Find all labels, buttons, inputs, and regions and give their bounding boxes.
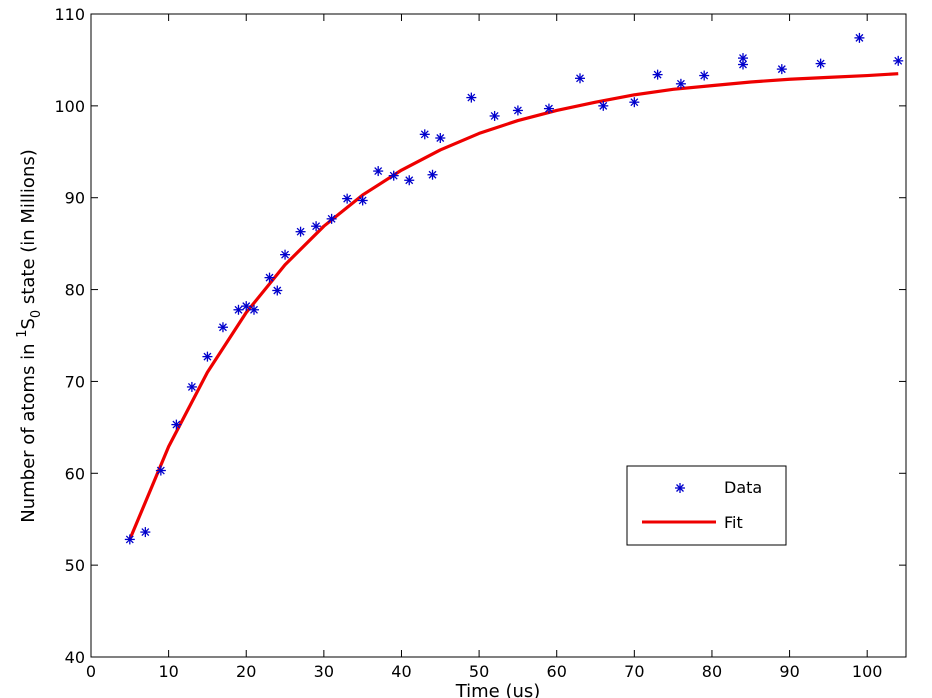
x-tick-label: 50 [469,662,489,681]
data-point [342,193,353,204]
legend-data-label: Data [724,478,762,497]
data-series [124,32,904,545]
data-point [435,133,446,144]
data-point [264,272,275,283]
fit-series [128,72,899,541]
legend: Data Fit [626,465,787,546]
data-point [217,322,228,333]
data-point [738,53,748,64]
y-tick-label: 70 [65,372,85,391]
data-point [124,534,135,545]
data-point [815,58,826,69]
data-point [738,59,748,70]
data-point [326,213,337,224]
data-point [427,169,438,180]
data-point [629,97,640,108]
data-point [512,105,523,116]
data-point [893,55,904,66]
data-point [357,195,368,206]
data-point [388,170,399,181]
data-point [202,351,213,362]
data-point [489,110,500,121]
y-tick-label: 40 [65,648,85,667]
data-point [854,32,865,43]
data-point [272,285,283,296]
y-axis-title-superscript: 1 [15,330,30,338]
x-axis-title: Time (us) [455,681,541,698]
data-point [241,301,252,312]
plot-area [90,13,907,658]
data-point [575,73,585,84]
data-point [280,249,291,260]
y-tick-label: 80 [65,281,85,300]
data-point [776,64,787,75]
x-tick-label: 20 [236,662,256,681]
y-tick-label: 100 [54,97,85,116]
y-axis-title-prefix: Number of atoms in [18,338,39,523]
x-tick-label: 60 [547,662,567,681]
data-point [140,527,151,538]
data-point [155,465,166,476]
y-tick-label: 90 [65,189,85,208]
legend-box [626,465,787,546]
x-tick-label: 0 [86,662,96,681]
data-point [466,92,477,103]
x-tick-label: 10 [158,662,178,681]
axis-ticks: 0 10 20 30 40 50 60 70 80 90 100 40 50 60 70 80 90 100 110 [54,5,906,681]
x-tick-label: 100 [852,662,883,681]
data-point [171,419,182,430]
data-point [186,381,197,392]
data-point [699,70,710,81]
fit-line [128,72,899,541]
y-axis-title: Number of atoms in 1S0 state (in Million… [15,149,44,523]
y-axis-title-symbol: S [18,318,39,329]
data-point [419,129,430,140]
data-point [675,78,686,89]
data-point [311,221,322,232]
y-tick-label: 50 [65,556,85,575]
axes-box [90,13,907,658]
data-point [373,166,384,177]
x-tick-label: 80 [702,662,722,681]
data-point [598,100,609,111]
x-tick-label: 90 [779,662,799,681]
x-tick-label: 40 [391,662,411,681]
y-axis-title-suffix: state (in Millions) [18,149,39,310]
data-point [249,304,259,315]
legend-data-marker-glyph [675,483,685,493]
x-tick-label: 70 [624,662,644,681]
data-point [652,69,663,80]
y-axis-title-subscript: 0 [29,310,44,318]
legend-data-marker [675,483,685,493]
y-tick-label: 60 [65,464,85,483]
y-tick-label: 110 [54,5,85,24]
data-point [404,175,415,186]
data-point [295,226,306,237]
x-tick-label: 30 [314,662,334,681]
data-point [543,103,554,114]
legend-fit-label: Fit [724,513,743,532]
data-point [233,304,244,315]
